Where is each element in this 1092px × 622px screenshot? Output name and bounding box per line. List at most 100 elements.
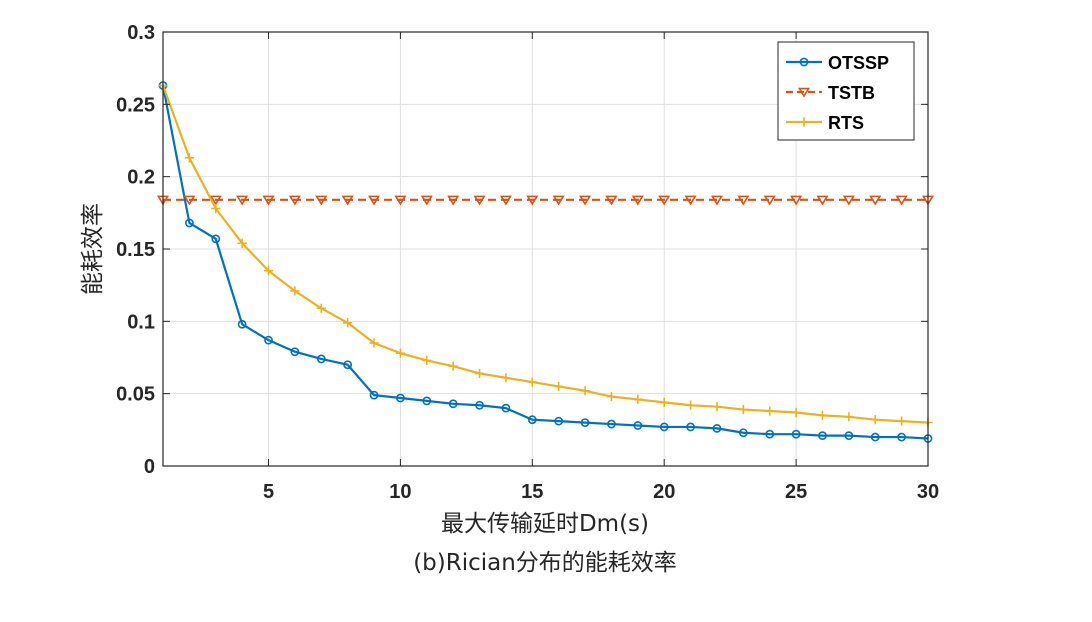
data-point-otssp bbox=[264, 335, 273, 345]
data-point-tstb bbox=[579, 195, 592, 206]
data-point-tstb bbox=[605, 195, 618, 206]
y-tick-label: 0.2 bbox=[127, 167, 155, 189]
data-point-tstb bbox=[552, 195, 565, 206]
data-point-tstb bbox=[737, 195, 750, 206]
series-tstb bbox=[156, 195, 935, 206]
legend-item-rts: RTS bbox=[786, 113, 864, 133]
legend-marker-rts bbox=[799, 117, 809, 127]
data-point-rts bbox=[738, 404, 748, 415]
data-point-rts bbox=[685, 400, 696, 410]
data-point-tstb bbox=[684, 195, 697, 206]
data-point-rts bbox=[211, 203, 221, 214]
data-point-rts bbox=[474, 368, 485, 379]
data-point-otssp bbox=[580, 418, 590, 427]
data-point-rts bbox=[580, 386, 590, 396]
legend-item-tstb: TSTB bbox=[786, 83, 875, 103]
x-tick-label: 20 bbox=[653, 481, 675, 503]
chart-caption: (b)Rician分布的能耗效率 bbox=[413, 550, 677, 576]
data-point-otssp bbox=[659, 422, 669, 432]
data-point-otssp bbox=[501, 403, 511, 413]
data-point-rts bbox=[527, 377, 537, 387]
data-point-otssp bbox=[448, 399, 458, 409]
data-point-tstb bbox=[236, 195, 249, 206]
data-point-otssp bbox=[844, 431, 854, 441]
data-point-otssp bbox=[369, 390, 379, 400]
legend: OTSSP TSTB RTS bbox=[777, 41, 915, 141]
data-point-otssp bbox=[633, 421, 643, 430]
data-point-otssp bbox=[554, 416, 564, 426]
y-tick-label: 0.25 bbox=[116, 94, 155, 116]
data-point-tstb bbox=[288, 195, 301, 206]
data-point-rts bbox=[633, 394, 643, 405]
data-point-rts bbox=[712, 402, 722, 412]
data-point-rts bbox=[448, 361, 458, 371]
x-axis-label: 最大传输延时Dm(s) bbox=[441, 511, 649, 537]
data-point-rts bbox=[844, 412, 854, 422]
data-point-rts bbox=[554, 381, 564, 392]
y-tick-label: 0.05 bbox=[116, 384, 155, 406]
data-point-otssp bbox=[475, 400, 484, 410]
data-point-tstb bbox=[763, 195, 776, 206]
data-point-otssp bbox=[818, 431, 827, 441]
data-point-tstb bbox=[183, 195, 196, 206]
data-point-rts bbox=[237, 238, 247, 248]
data-point-tstb bbox=[341, 195, 354, 206]
data-point-otssp bbox=[738, 428, 748, 438]
data-point-otssp bbox=[343, 360, 353, 370]
data-point-tstb bbox=[710, 195, 723, 206]
data-point-otssp bbox=[290, 347, 300, 357]
data-point-rts bbox=[791, 407, 801, 418]
data-point-rts bbox=[184, 153, 194, 163]
legend-marker-otssp bbox=[799, 57, 809, 67]
data-point-rts bbox=[343, 318, 353, 328]
data-point-rts bbox=[395, 348, 406, 358]
data-point-otssp bbox=[765, 429, 775, 439]
data-point-tstb bbox=[895, 195, 908, 206]
data-point-tstb bbox=[631, 195, 644, 206]
data-point-tstb bbox=[499, 195, 512, 206]
data-point-otssp bbox=[237, 319, 247, 329]
x-tick-label: 5 bbox=[263, 481, 274, 503]
x-tick-label: 25 bbox=[785, 481, 807, 503]
data-point-rts bbox=[369, 338, 379, 348]
y-tick-label: 0.15 bbox=[116, 239, 155, 261]
data-point-otssp bbox=[396, 393, 405, 403]
data-point-rts bbox=[765, 406, 775, 416]
data-point-rts bbox=[263, 266, 274, 276]
y-tick-label: 0 bbox=[144, 456, 155, 478]
data-point-otssp bbox=[184, 218, 194, 228]
data-point-rts bbox=[897, 416, 907, 426]
data-point-otssp bbox=[686, 422, 695, 432]
series-otssp bbox=[158, 81, 933, 443]
ticks: 5 10 15 20 25 30 0 0.05 0.1 0.15 0.2 0.25 0.3 bbox=[116, 22, 939, 503]
data-point-otssp bbox=[316, 354, 326, 364]
data-point-otssp bbox=[897, 432, 907, 442]
data-point-rts bbox=[316, 303, 326, 313]
y-tick-label: 0.1 bbox=[127, 311, 155, 333]
data-point-tstb bbox=[816, 195, 829, 206]
data-point-rts bbox=[817, 410, 828, 420]
data-point-otssp bbox=[712, 423, 722, 433]
data-point-tstb bbox=[368, 195, 381, 206]
data-point-tstb bbox=[209, 195, 222, 206]
x-tick-label: 15 bbox=[521, 481, 543, 503]
data-point-rts bbox=[290, 286, 300, 296]
data-point-tstb bbox=[394, 195, 407, 206]
x-tick-label: 10 bbox=[389, 481, 411, 503]
data-point-otssp bbox=[422, 396, 432, 406]
data-point-tstb bbox=[790, 195, 803, 206]
data-point-tstb bbox=[842, 195, 855, 206]
data-point-otssp bbox=[211, 234, 221, 244]
data-point-tstb bbox=[526, 195, 539, 206]
data-point-tstb bbox=[420, 195, 433, 206]
data-point-tstb bbox=[262, 195, 275, 206]
data-point-otssp bbox=[870, 432, 880, 442]
data-point-otssp bbox=[791, 429, 801, 439]
data-point-tstb bbox=[315, 195, 328, 206]
legend-label-rts: RTS bbox=[828, 113, 864, 133]
data-point-otssp bbox=[607, 419, 616, 429]
data-point-tstb bbox=[447, 195, 460, 206]
y-axis-label: 能耗效率 bbox=[80, 203, 106, 295]
data-point-rts bbox=[659, 397, 669, 407]
y-tick-label: 0.3 bbox=[127, 22, 155, 44]
